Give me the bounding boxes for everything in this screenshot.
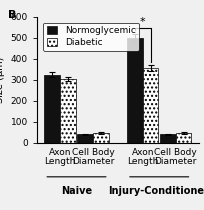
Bar — [77, 134, 93, 143]
Y-axis label: Size (μm): Size (μm) — [0, 57, 5, 103]
Text: B: B — [8, 10, 16, 21]
Text: Injury-Conditioned: Injury-Conditioned — [107, 186, 204, 196]
Text: *: * — [139, 17, 145, 27]
Bar — [126, 38, 142, 143]
Text: Naive: Naive — [61, 186, 92, 196]
Bar — [44, 75, 60, 143]
Bar — [93, 133, 108, 143]
Legend: Normoglycemic, Diabetic: Normoglycemic, Diabetic — [43, 22, 139, 51]
Bar — [142, 68, 158, 143]
Bar — [175, 133, 191, 143]
Bar — [60, 79, 75, 143]
Bar — [159, 134, 175, 143]
